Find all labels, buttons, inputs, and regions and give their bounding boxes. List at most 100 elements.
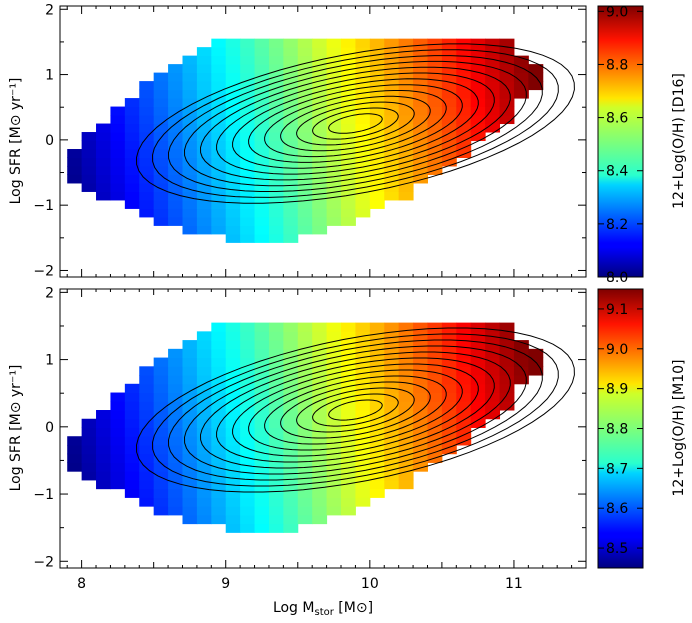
heatmap-cell bbox=[341, 98, 356, 108]
heatmap-cell bbox=[470, 72, 486, 82]
heatmap-cell bbox=[81, 462, 97, 472]
heatmap-cell bbox=[470, 375, 486, 385]
heatmap-cell bbox=[499, 383, 515, 394]
heatmap-cell bbox=[153, 132, 169, 142]
heatmap-cell bbox=[369, 89, 385, 99]
heatmap-cell bbox=[240, 331, 256, 341]
heatmap-cell bbox=[341, 444, 356, 455]
heatmap-cell bbox=[413, 140, 428, 150]
heatmap-cell bbox=[441, 72, 457, 82]
heatmap-cell bbox=[182, 174, 198, 184]
heatmap-cell bbox=[369, 165, 385, 175]
heatmap-cell bbox=[441, 123, 457, 133]
heatmap-cell bbox=[196, 115, 212, 125]
heatmap-cell bbox=[124, 98, 140, 108]
heatmap-cell bbox=[427, 47, 443, 57]
heatmap-cell bbox=[456, 340, 472, 350]
heatmap-cell bbox=[427, 427, 443, 437]
heatmap-cell bbox=[485, 55, 501, 65]
heatmap-cell bbox=[240, 392, 256, 402]
heatmap-cell bbox=[196, 366, 212, 376]
heatmap-cell bbox=[153, 453, 169, 463]
heatmap-cell bbox=[398, 375, 414, 385]
heatmap-cell bbox=[369, 81, 385, 91]
heatmap-cell bbox=[384, 479, 400, 490]
heatmap-cell bbox=[297, 453, 313, 463]
heatmap-cell bbox=[168, 132, 183, 142]
heatmap-cell bbox=[355, 55, 371, 65]
heatmap-cell bbox=[268, 55, 284, 65]
density-contour bbox=[232, 363, 479, 457]
heatmap-cell bbox=[413, 47, 428, 57]
heatmap-cell bbox=[268, 383, 284, 394]
heatmap-cell bbox=[456, 418, 472, 428]
heatmap-cell bbox=[355, 106, 371, 116]
heatmap-cell bbox=[297, 471, 313, 481]
heatmap-cell bbox=[355, 366, 371, 376]
heatmap-cell bbox=[312, 331, 328, 341]
heatmap-cell bbox=[225, 157, 241, 167]
heatmap-cell bbox=[153, 410, 169, 420]
heatmap-cell bbox=[225, 479, 241, 490]
heatmap-cell bbox=[268, 340, 284, 350]
heatmap-cell bbox=[254, 479, 270, 490]
heatmap-cell bbox=[513, 340, 529, 350]
heatmap-cell bbox=[225, 392, 241, 402]
heatmap-cell bbox=[441, 106, 457, 116]
heatmap-cell bbox=[384, 331, 400, 341]
density-contour bbox=[167, 339, 543, 481]
heatmap-cell bbox=[268, 444, 284, 455]
heatmap-cell bbox=[441, 357, 457, 367]
heatmap-cell bbox=[254, 157, 270, 167]
heatmap-cell bbox=[240, 140, 256, 150]
heatmap-cell bbox=[67, 444, 83, 455]
heatmap-cell bbox=[182, 182, 198, 192]
heatmap-cell bbox=[355, 453, 371, 463]
colorbar-tick-label: 9.1 bbox=[606, 302, 628, 318]
heatmap-cell bbox=[456, 375, 472, 385]
heatmap-cell bbox=[254, 383, 270, 394]
heatmap-cell bbox=[398, 89, 414, 99]
heatmap-cell bbox=[326, 453, 342, 463]
heatmap-cell bbox=[196, 64, 212, 74]
heatmap-cell bbox=[427, 64, 443, 74]
heatmap-cell bbox=[268, 392, 284, 402]
heatmap-cell bbox=[312, 149, 328, 158]
heatmap-cell bbox=[355, 89, 371, 99]
heatmap-cell bbox=[67, 165, 83, 175]
heatmap-cell bbox=[413, 165, 428, 175]
heatmap-cell bbox=[225, 514, 241, 525]
heatmap-cell bbox=[196, 348, 212, 359]
heatmap-cell bbox=[268, 366, 284, 376]
heatmap-cell bbox=[528, 348, 544, 359]
heatmap-cell bbox=[153, 106, 169, 116]
heatmap-cell bbox=[312, 225, 328, 235]
heatmap-cell bbox=[225, 523, 241, 533]
heatmap-cell bbox=[341, 410, 356, 420]
heatmap-cell bbox=[139, 453, 155, 463]
heatmap-cell bbox=[297, 140, 313, 150]
heatmap-cell bbox=[211, 392, 227, 402]
heatmap-cell bbox=[110, 427, 126, 437]
heatmap-cell bbox=[369, 471, 385, 481]
heatmap-cell bbox=[326, 165, 342, 175]
heatmap-cell bbox=[413, 392, 428, 402]
heatmap-cell bbox=[427, 436, 443, 446]
heatmap-cell bbox=[153, 140, 169, 150]
heatmap-cell bbox=[341, 123, 356, 133]
heatmap-cell bbox=[441, 132, 457, 142]
heatmap-cell bbox=[283, 357, 299, 367]
heatmap-cell bbox=[413, 132, 428, 142]
heatmap-cell bbox=[398, 322, 414, 332]
heatmap-cell bbox=[240, 514, 256, 525]
heatmap-cell bbox=[369, 174, 385, 184]
heatmap-cell bbox=[312, 462, 328, 472]
heatmap-cell bbox=[499, 340, 515, 350]
heatmap-cell bbox=[139, 462, 155, 472]
heatmap-cell bbox=[139, 488, 155, 498]
heatmap-cell bbox=[96, 453, 111, 463]
heatmap-cell bbox=[81, 140, 97, 150]
heatmap-cell bbox=[427, 331, 443, 341]
heatmap-cell bbox=[268, 523, 284, 533]
